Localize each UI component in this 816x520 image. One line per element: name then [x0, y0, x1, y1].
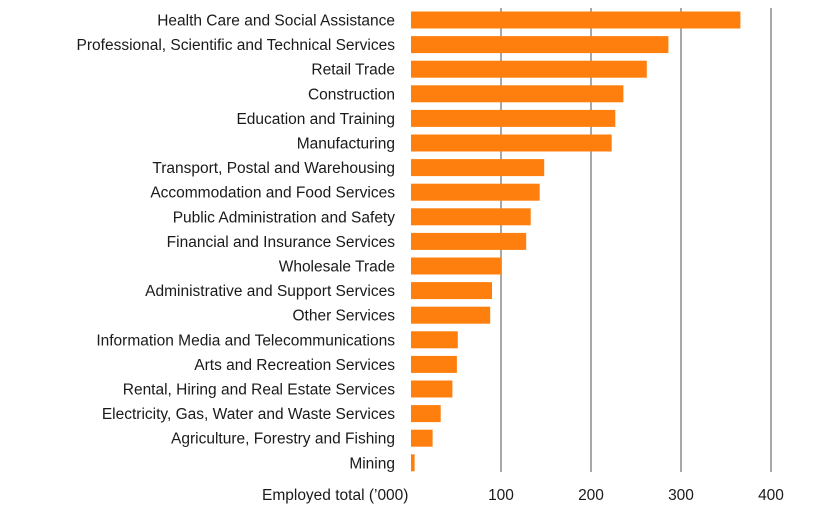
category-label: Retail Trade — [311, 62, 395, 79]
bar — [411, 159, 545, 177]
category-label: Agriculture, Forestry and Fishing — [171, 431, 395, 448]
bar — [411, 11, 741, 29]
bar — [411, 405, 441, 423]
category-label: Other Services — [292, 308, 395, 325]
bar — [411, 306, 491, 324]
category-label: Education and Training — [236, 111, 395, 128]
bar — [411, 380, 453, 398]
x-tick-label: 100 — [488, 487, 514, 504]
category-label: Electricity, Gas, Water and Waste Servic… — [102, 406, 395, 423]
x-tick-label: 200 — [578, 487, 604, 504]
category-labels: Health Care and Social Assistance Profess… — [77, 13, 396, 473]
category-label: Arts and Recreation Services — [194, 357, 395, 374]
category-label: Mining — [349, 455, 395, 472]
category-label: Professional, Scientific and Technical S… — [77, 37, 396, 54]
bar — [411, 134, 612, 152]
x-axis-title: Employed total (’000) — [262, 487, 408, 504]
category-label: Construction — [308, 86, 395, 103]
bar — [411, 36, 669, 54]
x-tick-labels: 100 200 300 400 — [488, 487, 784, 504]
bar — [411, 429, 433, 447]
bar — [411, 109, 616, 127]
bar — [411, 183, 540, 201]
category-label: Information Media and Telecommunications — [96, 332, 395, 349]
category-label: Public Administration and Safety — [173, 209, 396, 226]
bars — [411, 11, 741, 472]
bar — [411, 85, 624, 103]
category-label: Rental, Hiring and Real Estate Services — [123, 382, 395, 399]
category-label: Transport, Postal and Warehousing — [152, 160, 395, 177]
category-label: Health Care and Social Assistance — [157, 13, 395, 30]
bar — [411, 282, 492, 300]
bar — [411, 257, 501, 275]
bar — [411, 208, 531, 226]
bar — [411, 355, 457, 373]
category-label: Accommodation and Food Services — [150, 185, 395, 202]
category-label: Administrative and Support Services — [145, 283, 395, 300]
x-tick-label: 400 — [758, 487, 784, 504]
bar — [411, 232, 527, 250]
category-label: Manufacturing — [297, 136, 395, 153]
bar — [411, 331, 458, 349]
x-tick-label: 300 — [668, 487, 694, 504]
category-label: Financial and Insurance Services — [167, 234, 396, 251]
bar — [411, 60, 647, 78]
bar — [411, 454, 415, 472]
category-label: Wholesale Trade — [279, 259, 395, 276]
